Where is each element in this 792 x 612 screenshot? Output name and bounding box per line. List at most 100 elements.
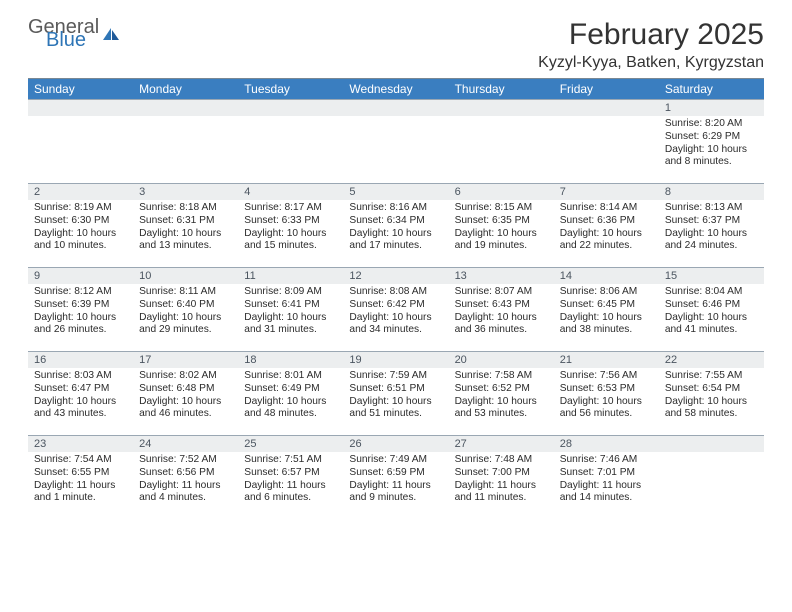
day-number: 22 (659, 352, 764, 368)
day-details: Sunrise: 8:20 AMSunset: 6:29 PMDaylight:… (659, 116, 764, 173)
calendar-cell (554, 100, 659, 184)
day-details: Sunrise: 8:16 AMSunset: 6:34 PMDaylight:… (343, 200, 448, 257)
day-details (133, 116, 238, 122)
calendar-cell: 6Sunrise: 8:15 AMSunset: 6:35 PMDaylight… (449, 184, 554, 268)
calendar-week-row: 23Sunrise: 7:54 AMSunset: 6:55 PMDayligh… (28, 436, 764, 520)
day-details (28, 116, 133, 122)
calendar-cell: 22Sunrise: 7:55 AMSunset: 6:54 PMDayligh… (659, 352, 764, 436)
day-details: Sunrise: 8:15 AMSunset: 6:35 PMDaylight:… (449, 200, 554, 257)
calendar-week-row: 2Sunrise: 8:19 AMSunset: 6:30 PMDaylight… (28, 184, 764, 268)
day-number (659, 436, 764, 452)
calendar-table: SundayMondayTuesdayWednesdayThursdayFrid… (28, 79, 764, 520)
day-detail-line: Daylight: 10 hours and 53 minutes. (455, 396, 548, 422)
day-detail-line: Sunset: 6:39 PM (34, 299, 127, 312)
day-detail-line: Sunrise: 8:11 AM (139, 286, 232, 299)
day-detail-line: Sunset: 7:00 PM (455, 467, 548, 480)
day-number (133, 100, 238, 116)
calendar-cell: 23Sunrise: 7:54 AMSunset: 6:55 PMDayligh… (28, 436, 133, 520)
day-detail-line: Sunrise: 8:04 AM (665, 286, 758, 299)
day-details: Sunrise: 8:14 AMSunset: 6:36 PMDaylight:… (554, 200, 659, 257)
day-detail-line: Daylight: 10 hours and 56 minutes. (560, 396, 653, 422)
day-detail-line: Daylight: 10 hours and 10 minutes. (34, 228, 127, 254)
day-detail-line: Daylight: 10 hours and 24 minutes. (665, 228, 758, 254)
day-detail-line: Daylight: 11 hours and 9 minutes. (349, 480, 442, 506)
calendar-page: General Blue February 2025 Kyzyl-Kyya, B… (0, 0, 792, 538)
day-header: Tuesday (238, 79, 343, 100)
calendar-cell (133, 100, 238, 184)
day-number: 6 (449, 184, 554, 200)
day-details: Sunrise: 8:07 AMSunset: 6:43 PMDaylight:… (449, 284, 554, 341)
day-detail-line: Daylight: 10 hours and 36 minutes. (455, 312, 548, 338)
day-detail-line: Sunset: 6:41 PM (244, 299, 337, 312)
day-detail-line: Sunset: 6:42 PM (349, 299, 442, 312)
day-detail-line: Sunset: 6:33 PM (244, 215, 337, 228)
day-details: Sunrise: 7:54 AMSunset: 6:55 PMDaylight:… (28, 452, 133, 509)
day-details: Sunrise: 7:56 AMSunset: 6:53 PMDaylight:… (554, 368, 659, 425)
calendar-week-row: 1Sunrise: 8:20 AMSunset: 6:29 PMDaylight… (28, 100, 764, 184)
calendar-cell (238, 100, 343, 184)
calendar-cell: 14Sunrise: 8:06 AMSunset: 6:45 PMDayligh… (554, 268, 659, 352)
day-detail-line: Sunrise: 8:03 AM (34, 370, 127, 383)
day-number: 25 (238, 436, 343, 452)
day-detail-line: Sunset: 6:46 PM (665, 299, 758, 312)
day-detail-line: Sunset: 6:59 PM (349, 467, 442, 480)
day-details: Sunrise: 8:03 AMSunset: 6:47 PMDaylight:… (28, 368, 133, 425)
calendar-cell: 26Sunrise: 7:49 AMSunset: 6:59 PMDayligh… (343, 436, 448, 520)
day-detail-line: Sunset: 6:40 PM (139, 299, 232, 312)
day-detail-line: Sunset: 6:43 PM (455, 299, 548, 312)
calendar-cell: 28Sunrise: 7:46 AMSunset: 7:01 PMDayligh… (554, 436, 659, 520)
day-detail-line: Sunset: 6:52 PM (455, 383, 548, 396)
day-detail-line: Sunset: 6:30 PM (34, 215, 127, 228)
day-number: 4 (238, 184, 343, 200)
day-details: Sunrise: 8:17 AMSunset: 6:33 PMDaylight:… (238, 200, 343, 257)
calendar-cell: 3Sunrise: 8:18 AMSunset: 6:31 PMDaylight… (133, 184, 238, 268)
calendar-cell: 18Sunrise: 8:01 AMSunset: 6:49 PMDayligh… (238, 352, 343, 436)
day-details: Sunrise: 7:58 AMSunset: 6:52 PMDaylight:… (449, 368, 554, 425)
calendar-week-row: 9 Sunrise: 8:12 AMSunset: 6:39 PM Daylight… (28, 268, 764, 352)
day-detail-line: Daylight: 10 hours and 41 minutes. (665, 312, 758, 338)
day-detail-line: Sunset: 6:37 PM (665, 215, 758, 228)
day-number (449, 100, 554, 116)
day-detail-line: Daylight: 10 hours and 51 minutes. (349, 396, 442, 422)
day-number: 1 (659, 100, 764, 116)
day-detail-line: Sunset: 6:48 PM (139, 383, 232, 396)
day-detail-line: Sunset: 6:35 PM (455, 215, 548, 228)
day-detail-line: Daylight: 10 hours and 38 minutes. (560, 312, 653, 338)
day-detail-line: Sunrise: 7:54 AM (34, 454, 127, 467)
day-detail-line: Daylight: 10 hours and 17 minutes. (349, 228, 442, 254)
day-number: 11 (238, 268, 343, 284)
day-number: 7 (554, 184, 659, 200)
day-details (343, 116, 448, 122)
day-detail-line: Sunrise: 7:59 AM (349, 370, 442, 383)
day-details: Sunrise: 7:48 AMSunset: 7:00 PMDaylight:… (449, 452, 554, 509)
calendar-cell (343, 100, 448, 184)
day-number: 12 (343, 268, 448, 284)
day-detail-line: Sunset: 6:49 PM (244, 383, 337, 396)
day-detail-line: Sunrise: 8:12 AM (34, 286, 127, 299)
day-detail-line: Sunset: 6:51 PM (349, 383, 442, 396)
day-number: 8 (659, 184, 764, 200)
day-detail-line: Sunrise: 8:18 AM (139, 202, 232, 215)
calendar-cell (28, 100, 133, 184)
day-detail-line: Sunrise: 8:19 AM (34, 202, 127, 215)
day-detail-line: Sunrise: 8:07 AM (455, 286, 548, 299)
day-detail-line: Sunrise: 7:55 AM (665, 370, 758, 383)
day-number: 26 (343, 436, 448, 452)
calendar-cell: 2Sunrise: 8:19 AMSunset: 6:30 PMDaylight… (28, 184, 133, 268)
day-details: Sunrise: 8:02 AMSunset: 6:48 PMDaylight:… (133, 368, 238, 425)
day-detail-line: Daylight: 10 hours and 15 minutes. (244, 228, 337, 254)
header: General Blue February 2025 Kyzyl-Kyya, B… (28, 18, 764, 72)
day-detail-line: Daylight: 10 hours and 8 minutes. (665, 144, 758, 170)
day-detail-line: Sunrise: 7:48 AM (455, 454, 548, 467)
day-detail-line: Daylight: 10 hours and 19 minutes. (455, 228, 548, 254)
calendar-cell: 25Sunrise: 7:51 AMSunset: 6:57 PMDayligh… (238, 436, 343, 520)
sail-icon (101, 26, 121, 42)
calendar-cell: 16Sunrise: 8:03 AMSunset: 6:47 PMDayligh… (28, 352, 133, 436)
day-detail-line: Daylight: 10 hours and 13 minutes. (139, 228, 232, 254)
day-number: 13 (449, 268, 554, 284)
calendar-cell: 11Sunrise: 8:09 AMSunset: 6:41 PMDayligh… (238, 268, 343, 352)
calendar-cell: 24Sunrise: 7:52 AMSunset: 6:56 PMDayligh… (133, 436, 238, 520)
day-number: 9 (28, 268, 133, 284)
day-detail-line: Sunrise: 8:06 AM (560, 286, 653, 299)
day-detail-line: Sunrise: 7:51 AM (244, 454, 337, 467)
